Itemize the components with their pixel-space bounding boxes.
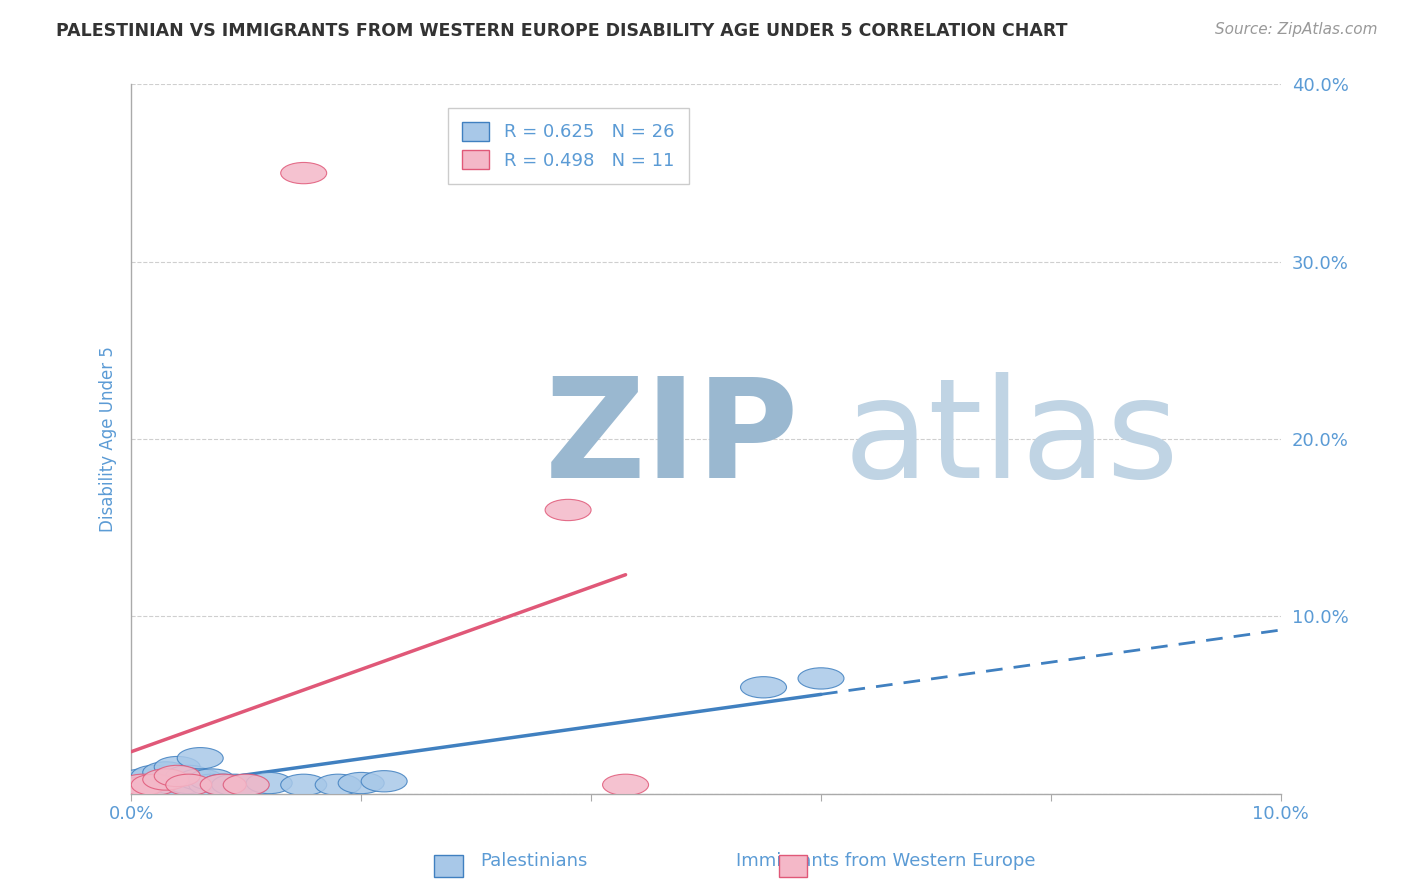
Ellipse shape <box>188 774 235 796</box>
Text: PALESTINIAN VS IMMIGRANTS FROM WESTERN EUROPE DISABILITY AGE UNDER 5 CORRELATION: PALESTINIAN VS IMMIGRANTS FROM WESTERN E… <box>56 22 1067 40</box>
Ellipse shape <box>177 769 224 790</box>
Ellipse shape <box>114 774 160 796</box>
Ellipse shape <box>281 774 326 796</box>
Ellipse shape <box>546 500 591 521</box>
Ellipse shape <box>120 774 166 796</box>
Y-axis label: Disability Age Under 5: Disability Age Under 5 <box>100 346 117 532</box>
Text: Immigrants from Western Europe: Immigrants from Western Europe <box>735 852 1036 870</box>
Legend: R = 0.625   N = 26, R = 0.498   N = 11: R = 0.625 N = 26, R = 0.498 N = 11 <box>447 108 689 185</box>
Ellipse shape <box>166 772 212 794</box>
Ellipse shape <box>143 769 188 790</box>
Ellipse shape <box>155 774 200 796</box>
Ellipse shape <box>125 774 172 796</box>
Ellipse shape <box>224 774 269 796</box>
Ellipse shape <box>120 776 166 797</box>
Ellipse shape <box>339 772 384 794</box>
Ellipse shape <box>281 162 326 184</box>
Text: ZIP: ZIP <box>546 372 800 507</box>
Ellipse shape <box>315 774 361 796</box>
Ellipse shape <box>131 772 177 794</box>
Ellipse shape <box>155 756 200 778</box>
Ellipse shape <box>361 771 408 792</box>
Ellipse shape <box>166 765 212 787</box>
Ellipse shape <box>188 769 235 790</box>
Ellipse shape <box>131 765 177 787</box>
Ellipse shape <box>166 774 212 796</box>
Ellipse shape <box>200 774 246 796</box>
Ellipse shape <box>131 774 177 796</box>
Text: atlas: atlas <box>844 372 1180 507</box>
Ellipse shape <box>143 774 188 796</box>
Text: Source: ZipAtlas.com: Source: ZipAtlas.com <box>1215 22 1378 37</box>
Ellipse shape <box>143 762 188 783</box>
Ellipse shape <box>155 765 200 787</box>
Ellipse shape <box>177 747 224 769</box>
Ellipse shape <box>120 769 166 790</box>
Ellipse shape <box>741 677 786 698</box>
Ellipse shape <box>799 668 844 689</box>
Ellipse shape <box>212 774 257 796</box>
Ellipse shape <box>603 774 648 796</box>
Ellipse shape <box>200 774 246 796</box>
Ellipse shape <box>224 774 269 796</box>
Ellipse shape <box>114 778 160 799</box>
Ellipse shape <box>246 772 292 794</box>
Text: Palestinians: Palestinians <box>481 852 588 870</box>
